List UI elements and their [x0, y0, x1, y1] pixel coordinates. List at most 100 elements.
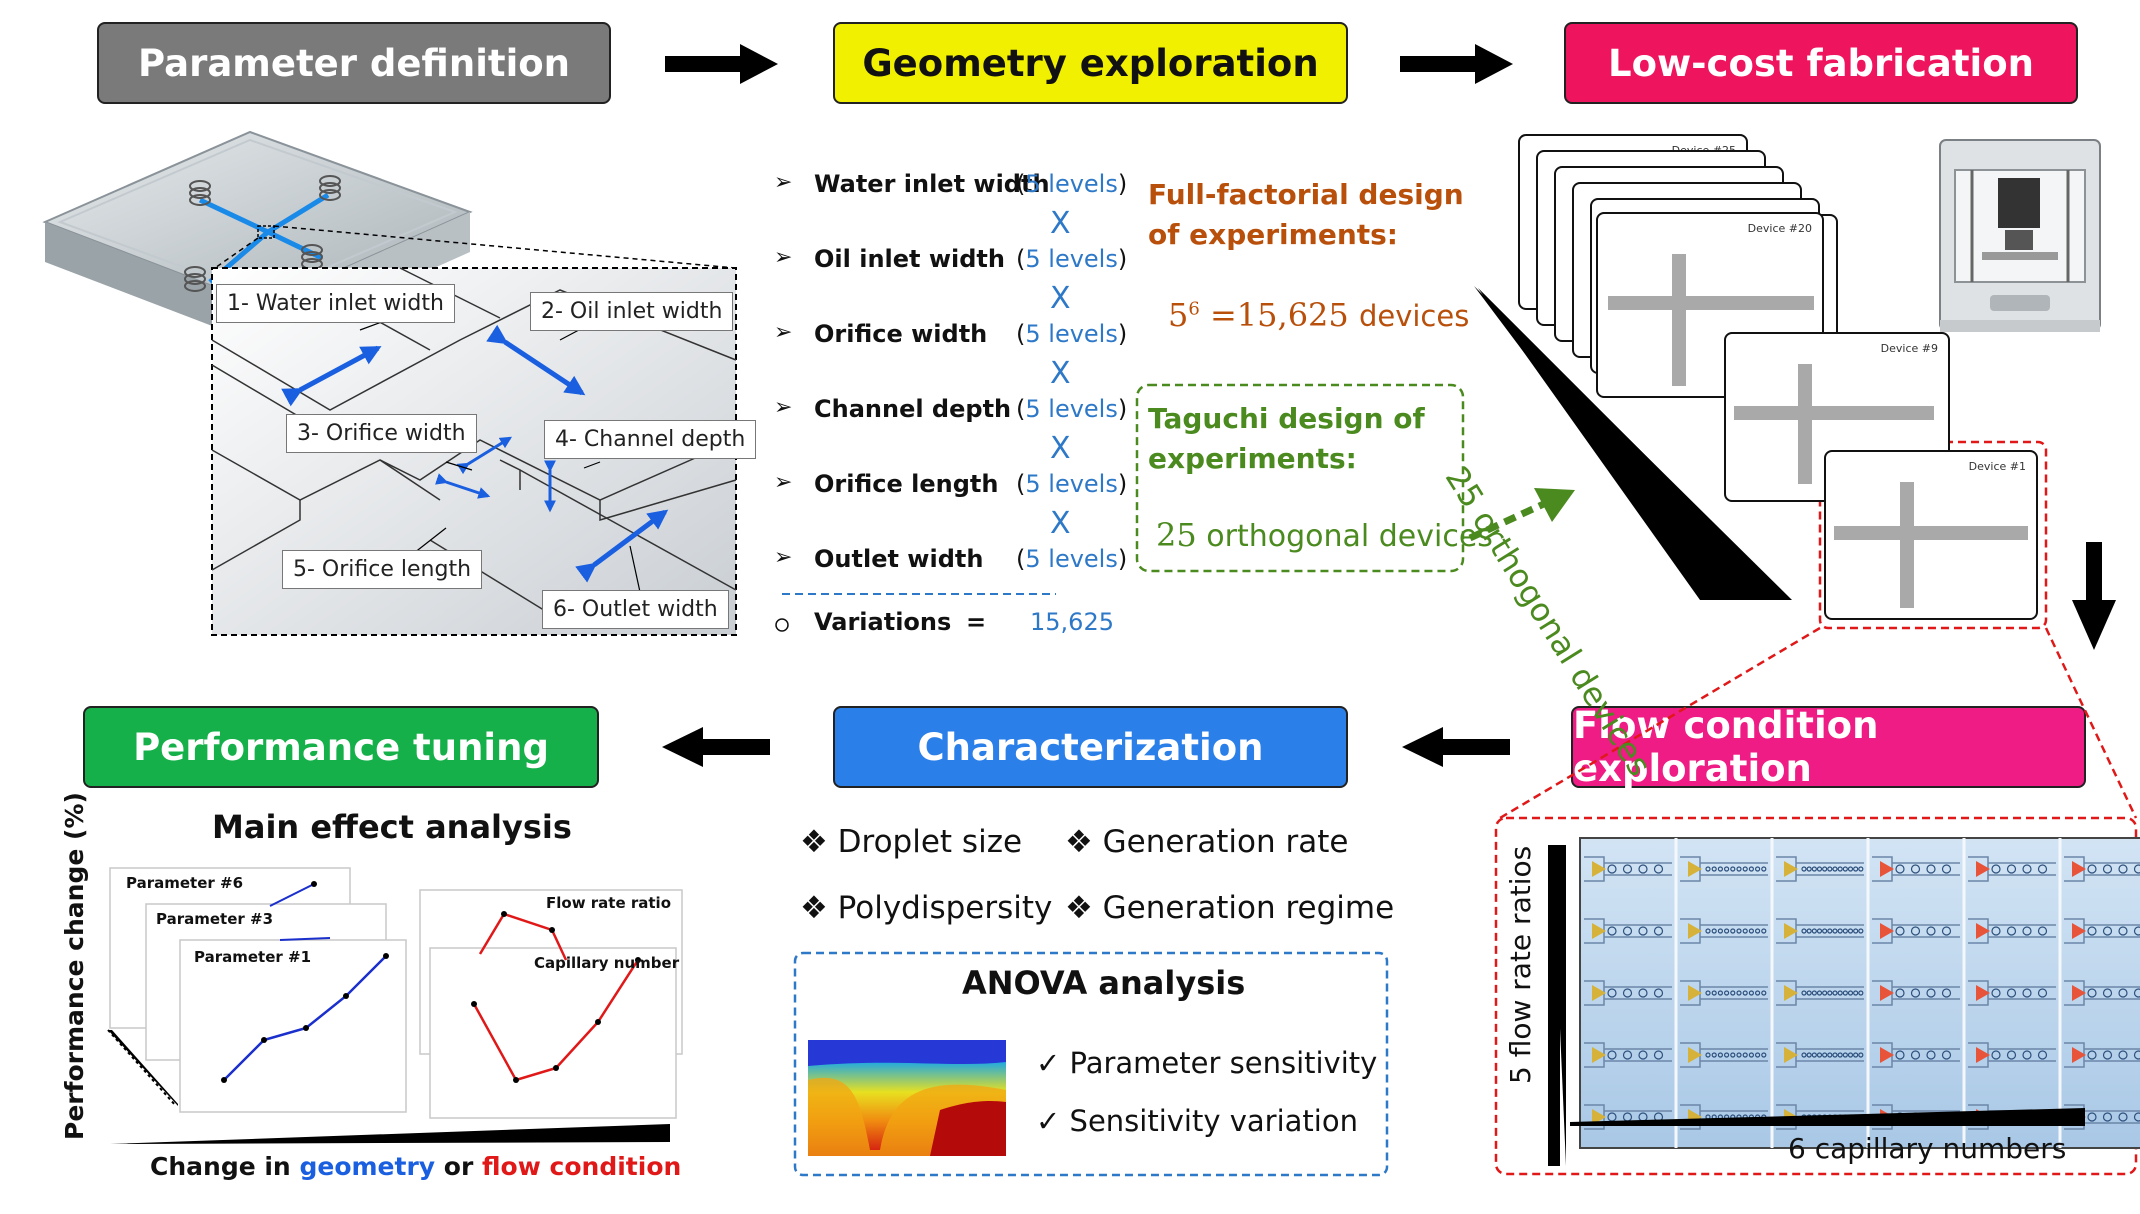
times-symbol: X	[1050, 281, 1071, 316]
device-label: Device #20	[1747, 222, 1812, 235]
flow-arrow-right-2	[1400, 44, 1513, 84]
change-wedge	[110, 1124, 670, 1144]
flow-arrow-down	[2072, 542, 2116, 650]
geometry-levels-text: 5 levels	[1025, 545, 1118, 573]
geometry-item-levels: (5 levels)	[1016, 545, 1128, 573]
param-label-oil-inlet: 2- Oil inlet width	[530, 292, 734, 331]
char-item-generation-rate-text: Generation rate	[1102, 824, 1349, 860]
xlabel-geometry: geometry	[299, 1152, 436, 1181]
geometry-levels-text: 5 levels	[1025, 170, 1118, 198]
header-characterization: Characterization	[833, 706, 1348, 788]
geometry-bullet-arrow: ➢	[774, 320, 793, 345]
times-symbol: X	[1050, 356, 1071, 391]
anova-item-variation: ✓ Sensitivity variation	[1036, 1104, 1358, 1138]
geometry-bullet-arrow: ➢	[774, 245, 793, 270]
flow-xlabel: 6 capillary numbers	[1788, 1132, 2067, 1165]
char-item-droplet-size: ❖ Droplet size	[800, 824, 1023, 860]
header-flow-condition-exploration: Flow condition exploration	[1571, 704, 2086, 790]
header-performance-tuning: Performance tuning	[83, 706, 599, 788]
geometry-bullet-arrow: ➢	[774, 545, 793, 570]
anova-box	[793, 951, 1389, 1177]
char-item-polydispersity-text: Polydispersity	[837, 890, 1053, 926]
device-channel-horizontal	[1834, 526, 2028, 540]
device-channel-horizontal	[1734, 406, 1934, 420]
stack-wedge	[1474, 286, 1792, 600]
performance-ylabel: Performance change (%)	[60, 792, 89, 1140]
panel-label-capillary-number: Capillary number	[534, 954, 680, 972]
geometry-item-name: Channel depth	[814, 395, 1012, 423]
param-label-water-inlet: 1- Water inlet width	[216, 284, 455, 323]
ff-unit: devices	[1358, 299, 1470, 333]
full-factorial-formula: 56 =15,625 devices	[1168, 296, 1469, 334]
device-label: Device #1	[1968, 460, 2026, 473]
geometry-item-levels: (5 levels)	[1016, 320, 1128, 348]
taguchi-title-1: Taguchi design of	[1148, 402, 1425, 435]
param-label-orifice-width: 3- Orifice width	[286, 414, 477, 453]
geometry-item-name: Water inlet width	[814, 170, 1050, 198]
anova-item-sensitivity: ✓ Parameter sensitivity	[1036, 1046, 1378, 1080]
printer-3d-icon	[1939, 139, 2101, 332]
char-item-droplet-size-text: Droplet size	[837, 824, 1023, 860]
variations-equals: =	[966, 608, 987, 636]
panel-label-param-3: Parameter #3	[156, 910, 274, 928]
device-card-1: Device #1	[1824, 450, 2038, 620]
header-geometry-exploration: Geometry exploration	[833, 22, 1348, 104]
variations-value: 15,625	[1030, 608, 1114, 636]
capillary-wedge	[1570, 1108, 2085, 1126]
panel-label-param-6: Parameter #6	[126, 874, 244, 892]
taguchi-arrow	[1468, 488, 1575, 542]
geometry-levels-text: 5 levels	[1025, 395, 1118, 423]
char-item-generation-regime-text: Generation regime	[1102, 890, 1395, 926]
main-effect-charts	[107, 867, 683, 1144]
geometry-item-name: Orifice length	[814, 470, 999, 498]
param-label-outlet-width: 6- Outlet width	[542, 590, 729, 629]
times-symbol: X	[1050, 431, 1071, 466]
char-item-polydispersity: ❖ Polydispersity	[800, 890, 1053, 926]
main-effect-title: Main effect analysis	[212, 808, 572, 846]
full-factorial-title-1: Full-factorial design	[1148, 178, 1464, 211]
times-symbol: X	[1050, 206, 1071, 241]
times-symbol: X	[1050, 506, 1071, 541]
xlabel-flow: flow condition	[482, 1152, 682, 1181]
performance-xlabel: Change in geometry or flow condition	[150, 1152, 681, 1181]
device-label: Device #9	[1880, 342, 1938, 355]
panel-label-flow-rate-ratio: Flow rate ratio	[546, 894, 671, 912]
geometry-bullet-arrow: ➢	[774, 170, 793, 195]
param-label-orifice-length: 5- Orifice length	[282, 550, 483, 589]
device-channel-vertical	[1900, 482, 1914, 608]
variations-bullet	[775, 618, 789, 632]
anova-item-variation-text: Sensitivity variation	[1069, 1104, 1358, 1138]
geometry-levels-text: 5 levels	[1025, 320, 1118, 348]
flow-arrow-left-2	[662, 727, 770, 767]
geometry-item-levels: (5 levels)	[1016, 170, 1128, 198]
taguchi-unit: orthogonal devices	[1206, 519, 1493, 554]
flow-image-grid	[1579, 837, 2140, 1149]
full-factorial-title-2: of experiments:	[1148, 218, 1399, 251]
taguchi-box	[1135, 383, 1465, 573]
char-item-generation-regime: ❖ Generation regime	[1065, 890, 1395, 926]
variations-label: Variations	[814, 608, 952, 636]
anova-contour-image	[808, 1040, 1006, 1156]
geometry-levels-text: 5 levels	[1025, 245, 1118, 273]
geometry-item-levels: (5 levels)	[1016, 470, 1128, 498]
xlabel-prefix: Change in	[150, 1152, 291, 1181]
geometry-item-levels: (5 levels)	[1016, 245, 1128, 273]
geometry-item-name: Outlet width	[814, 545, 984, 573]
geometry-levels-text: 5 levels	[1025, 470, 1118, 498]
header-low-cost-fabrication: Low-cost fabrication	[1564, 22, 2078, 104]
geometry-bullet-arrow: ➢	[774, 395, 793, 420]
flow-arrow-left-1	[1402, 727, 1510, 767]
device-channel-vertical	[1798, 364, 1812, 484]
geometry-item-name: Orifice width	[814, 320, 988, 348]
taguchi-count: 25	[1156, 516, 1197, 554]
geometry-bullet-arrow: ➢	[774, 470, 793, 495]
panel-label-param-1: Parameter #1	[194, 948, 312, 966]
taguchi-count-line: 25 orthogonal devices	[1156, 516, 1493, 554]
anova-title: ANOVA analysis	[962, 964, 1246, 1002]
ff-base: 5	[1168, 296, 1189, 334]
header-parameter-definition: Parameter definition	[97, 22, 611, 104]
ff-exp: 6	[1188, 298, 1200, 320]
flow-ylabel: 5 flow rate ratios	[1504, 845, 1537, 1084]
device-channel-vertical	[1672, 254, 1686, 386]
